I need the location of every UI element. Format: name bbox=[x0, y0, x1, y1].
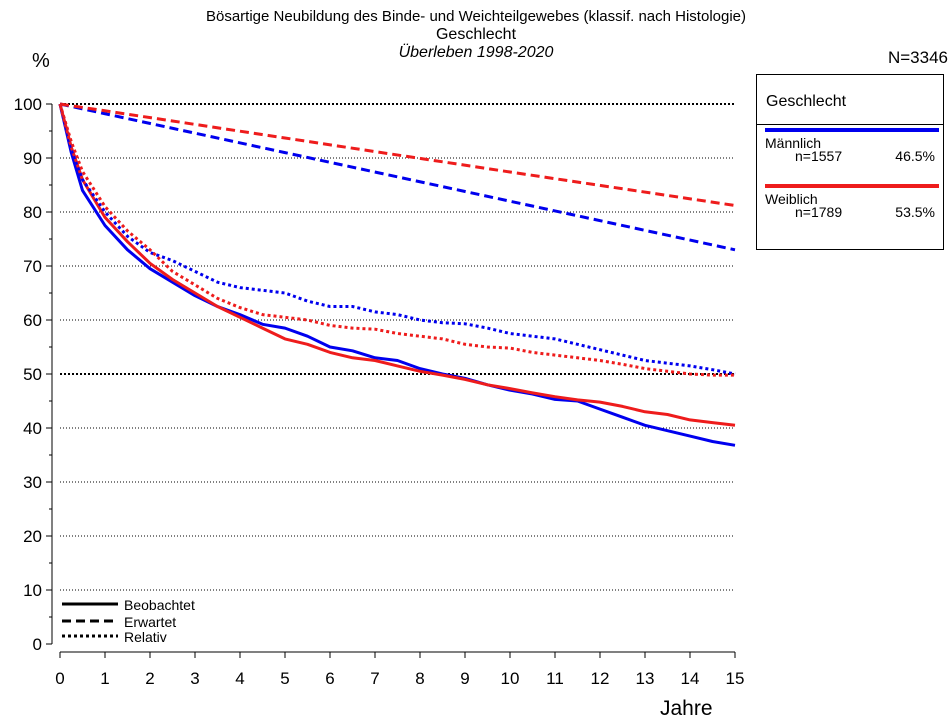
series-line bbox=[58, 103, 736, 427]
x-tick-label: 2 bbox=[145, 669, 154, 688]
legend-header: Geschlecht bbox=[757, 75, 943, 125]
x-tick-label: 6 bbox=[325, 669, 334, 688]
x-tick-label: 5 bbox=[280, 669, 289, 688]
series-line bbox=[59, 102, 736, 252]
x-tick-label: 15 bbox=[726, 669, 745, 688]
line-type-observed: Beobachtet bbox=[124, 597, 195, 613]
chart-period: Überleben 1998-2020 bbox=[398, 44, 554, 61]
y-tick-label: 50 bbox=[23, 365, 42, 384]
x-tick-label: 10 bbox=[501, 669, 520, 688]
total-count: N=3346 bbox=[887, 48, 948, 67]
y-tick-label: 100 bbox=[14, 95, 42, 114]
x-tick-label: 4 bbox=[235, 669, 244, 688]
y-tick-label: 60 bbox=[23, 311, 42, 330]
x-tick-label: 7 bbox=[370, 669, 379, 688]
legend-name: Männlich bbox=[765, 135, 822, 151]
x-tick-label: 1 bbox=[100, 669, 109, 688]
x-tick-label: 13 bbox=[636, 669, 655, 688]
grid-lines bbox=[60, 103, 735, 591]
group-legend: Geschlecht Männlich n=1557 46.5% Weiblic… bbox=[756, 74, 944, 250]
y-tick-label: 80 bbox=[23, 203, 42, 222]
y-tick-label: 70 bbox=[23, 257, 42, 276]
chart-title: Bösartige Neubildung des Binde- und Weic… bbox=[205, 8, 747, 25]
legend-name: Weiblich bbox=[765, 191, 818, 207]
legend-count: n=1789 bbox=[795, 204, 843, 220]
x-tick-label: 14 bbox=[681, 669, 700, 688]
x-axis-label: Jahre bbox=[660, 697, 713, 720]
legend-percent: 46.5% bbox=[895, 148, 935, 164]
series-line bbox=[58, 103, 735, 377]
legend-entry-female: Weiblich n=1789 53.5% bbox=[757, 181, 943, 237]
x-tick-label: 3 bbox=[190, 669, 199, 688]
y-tick-label: 40 bbox=[23, 419, 42, 438]
y-tick-label: 20 bbox=[23, 527, 42, 546]
series-line bbox=[58, 103, 736, 447]
legend-count: n=1557 bbox=[795, 148, 843, 164]
chart-subtitle: Geschlecht bbox=[435, 26, 517, 43]
x-tick-label: 11 bbox=[546, 669, 564, 688]
y-axis-label: % bbox=[32, 50, 50, 72]
x-tick-label: 0 bbox=[55, 669, 64, 688]
series-lines bbox=[58, 102, 736, 447]
series-line bbox=[58, 103, 736, 376]
x-tick-label: 9 bbox=[460, 669, 469, 688]
line-type-relative: Relativ bbox=[124, 629, 167, 645]
line-type-expected: Erwartet bbox=[124, 614, 177, 630]
y-tick-label: 30 bbox=[23, 473, 42, 492]
line-type-legend-samples bbox=[62, 602, 118, 638]
series-line bbox=[59, 102, 736, 207]
x-tick-label: 12 bbox=[591, 669, 610, 688]
legend-entry-male: Männlich n=1557 46.5% bbox=[757, 125, 943, 181]
y-tick-label: 0 bbox=[33, 635, 42, 654]
legend-line-female bbox=[765, 184, 939, 188]
y-tick-label: 10 bbox=[23, 581, 42, 600]
x-tick-label: 8 bbox=[415, 669, 424, 688]
legend-line-male bbox=[765, 128, 939, 132]
legend-percent: 53.5% bbox=[895, 204, 935, 220]
y-tick-label: 90 bbox=[23, 149, 42, 168]
